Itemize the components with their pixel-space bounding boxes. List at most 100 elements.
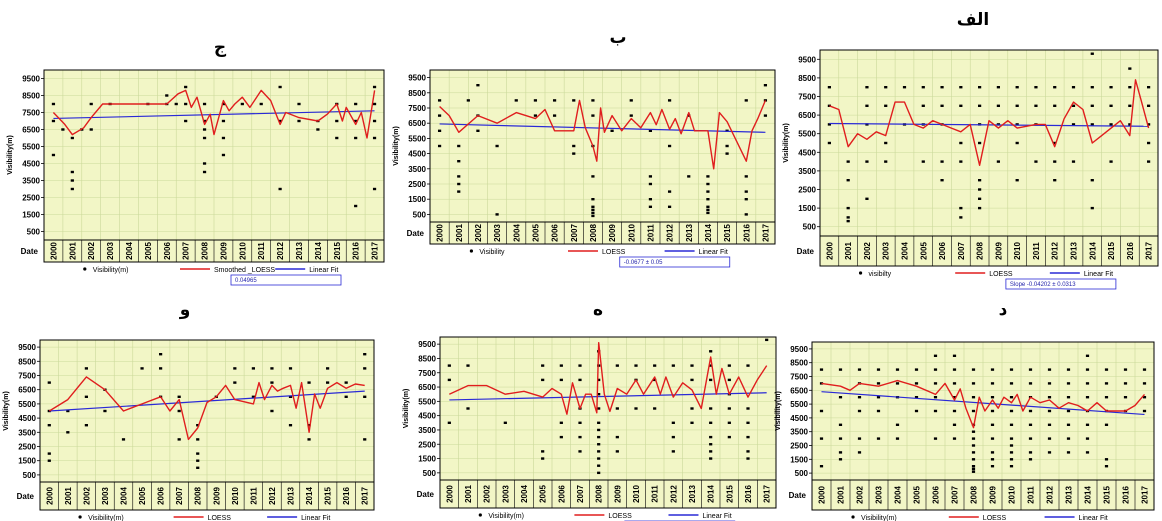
- data-point: [372, 136, 377, 140]
- data-point: [846, 206, 850, 210]
- data-point: [51, 102, 56, 106]
- x-tick-label: 2017: [361, 487, 370, 505]
- loess-line: [48, 376, 365, 441]
- data-point: [634, 364, 638, 367]
- x-tick-label: 2012: [666, 224, 675, 242]
- y-tick-label: 7500: [18, 372, 36, 381]
- chart-svg: 500 1500 2500 3500 4500 5500 6500 7500 8500 9500 V…: [7, 69, 385, 286]
- data-point: [1028, 458, 1033, 461]
- data-point: [1109, 123, 1113, 126]
- x-tick-label: 2002: [863, 242, 872, 260]
- data-point: [533, 99, 538, 102]
- data-point: [559, 378, 563, 382]
- loess-line: [829, 79, 1150, 166]
- data-point: [921, 104, 925, 107]
- data-point: [288, 367, 293, 370]
- y-tick-label: 7500: [22, 109, 40, 118]
- data-point: [706, 208, 710, 212]
- data-point: [827, 123, 831, 126]
- data-point: [1009, 396, 1014, 399]
- loess-line: [439, 99, 767, 170]
- data-point: [971, 430, 976, 433]
- y-tick-label: 3500: [18, 428, 36, 437]
- x-tick-label: 2005: [913, 486, 922, 504]
- data-point: [940, 179, 944, 182]
- data-point: [865, 104, 869, 107]
- data-point: [1066, 437, 1071, 440]
- data-point: [690, 421, 694, 424]
- y-tick-label: 9500: [18, 343, 36, 352]
- data-point: [533, 114, 538, 117]
- x-axis-label: Date: [21, 247, 39, 256]
- x-tick-label: 2003: [493, 224, 502, 242]
- data-point: [838, 396, 843, 399]
- x-tick-label: 2014: [704, 224, 713, 242]
- data-point: [70, 170, 74, 174]
- y-tick-label: 2500: [408, 180, 426, 189]
- data-point: [690, 407, 694, 410]
- y-tick-label: 9500: [790, 345, 808, 354]
- data-point: [363, 395, 367, 398]
- data-point: [846, 179, 850, 182]
- x-tick-label: 2015: [1107, 242, 1116, 260]
- data-point: [316, 128, 320, 131]
- chart-svg: 500 1500 2500 3500 4500 5500 6500 7500 8500 9500 V…: [403, 336, 777, 521]
- x-tick-label: 2010: [231, 487, 240, 505]
- x-tick-label: 2002: [856, 486, 865, 504]
- data-point: [1047, 409, 1052, 413]
- data-point: [1066, 409, 1071, 413]
- x-axis-label: Date: [797, 247, 815, 256]
- legend-label-linear: Linear Fit: [699, 249, 728, 256]
- x-tick-label: 2013: [1065, 486, 1074, 504]
- x-tick-label: 2016: [342, 487, 351, 505]
- legend-marker-points: [78, 515, 82, 519]
- data-point: [466, 364, 470, 367]
- data-point: [952, 368, 957, 371]
- y-tick-label: 500: [803, 223, 817, 232]
- data-point: [572, 152, 576, 155]
- data-point: [1090, 179, 1094, 182]
- data-point: [1128, 86, 1132, 89]
- x-tick-label: 2000: [45, 487, 54, 505]
- legend: Visibility(m) LOESS Linear Fit: [851, 515, 1108, 521]
- data-point: [559, 364, 563, 367]
- data-point: [846, 219, 850, 223]
- data-point: [615, 407, 619, 410]
- data-point: [914, 409, 919, 413]
- data-point: [1066, 423, 1071, 426]
- data-point: [902, 86, 907, 89]
- data-point: [978, 141, 982, 145]
- data-point: [865, 160, 869, 163]
- legend: Visibility(m) LOESS Linear Fit: [478, 513, 732, 520]
- data-point: [233, 381, 237, 384]
- chart-svg: 500 1500 2500 3500 4500 5500 6500 7500 8500 9500 V…: [775, 341, 1155, 521]
- x-tick-label: 2004: [512, 224, 521, 242]
- data-point: [1085, 423, 1090, 426]
- x-tick-label: 2005: [539, 485, 548, 503]
- data-point: [709, 457, 713, 460]
- data-point: [746, 364, 750, 367]
- x-tick-label: 2016: [744, 485, 753, 503]
- x-tick-label: 2017: [763, 485, 772, 503]
- legend-marker-points: [478, 513, 482, 517]
- data-point: [66, 431, 70, 434]
- data-point: [1123, 396, 1128, 399]
- data-point: [1090, 86, 1094, 89]
- data-point: [857, 409, 862, 413]
- data-point: [354, 102, 358, 106]
- x-tick-label: 2010: [238, 242, 247, 260]
- x-tick-label: 2007: [576, 485, 585, 503]
- data-point: [727, 364, 731, 367]
- data-point: [47, 424, 51, 427]
- data-point: [202, 170, 207, 174]
- y-tick-label: 1500: [418, 455, 436, 464]
- y-tick-label: 2500: [22, 194, 40, 203]
- data-point: [1142, 382, 1147, 385]
- data-point: [165, 94, 169, 97]
- y-axis-label: Visibility(m): [7, 135, 14, 175]
- data-point: [591, 214, 595, 218]
- data-point: [597, 435, 601, 439]
- data-point: [1109, 104, 1113, 107]
- x-tick-label: 2012: [1046, 486, 1055, 504]
- y-axis-label: Visibility(m): [403, 389, 410, 429]
